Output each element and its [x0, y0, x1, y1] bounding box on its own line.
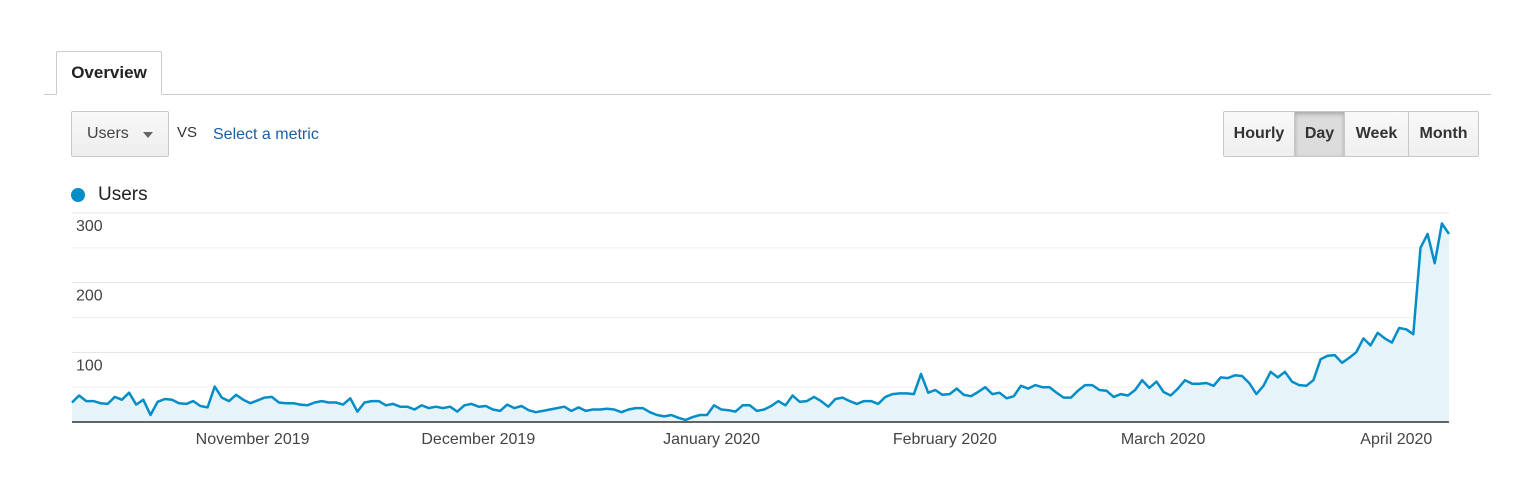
x-tick-label: February 2020	[893, 431, 997, 448]
period-day-button[interactable]: Day	[1295, 112, 1345, 156]
metric-dropdown-value: Users	[87, 125, 129, 142]
x-axis-labels: November 2019 December 2019 January 2020 Fe…	[196, 431, 1433, 448]
y-axis-labels: 300 200 100	[76, 218, 103, 374]
y-tick-label: 100	[76, 357, 103, 374]
users-area-fill	[72, 223, 1449, 422]
x-tick-label: March 2020	[1121, 431, 1206, 448]
x-tick-label: April 2020	[1360, 431, 1432, 448]
x-tick-label: January 2020	[663, 431, 760, 448]
metric-dropdown[interactable]: Users	[71, 111, 169, 157]
y-tick-label: 200	[76, 288, 103, 305]
chart-legend: Users	[71, 184, 148, 206]
users-line-chart: 300 200 100 November 2019 December 2019 Janu…	[71, 212, 1451, 448]
vs-label: VS	[177, 124, 198, 141]
y-tick-label: 300	[76, 218, 103, 235]
chart-gridlines	[72, 212, 1449, 388]
tab-overview[interactable]: Overview	[56, 51, 162, 95]
period-toggle: Hourly Day Week Month	[1223, 111, 1479, 157]
tab-strip-divider	[44, 94, 1491, 95]
select-metric-link[interactable]: Select a metric	[213, 126, 319, 143]
users-series-line	[71, 222, 1451, 422]
period-hourly-button[interactable]: Hourly	[1224, 112, 1295, 156]
x-tick-label: December 2019	[421, 431, 535, 448]
legend-dot-icon	[71, 188, 85, 202]
legend-label: Users	[98, 184, 148, 205]
period-week-button[interactable]: Week	[1345, 112, 1409, 156]
x-tick-label: November 2019	[196, 431, 310, 448]
period-month-button[interactable]: Month	[1409, 112, 1478, 156]
chevron-down-icon	[143, 132, 153, 138]
